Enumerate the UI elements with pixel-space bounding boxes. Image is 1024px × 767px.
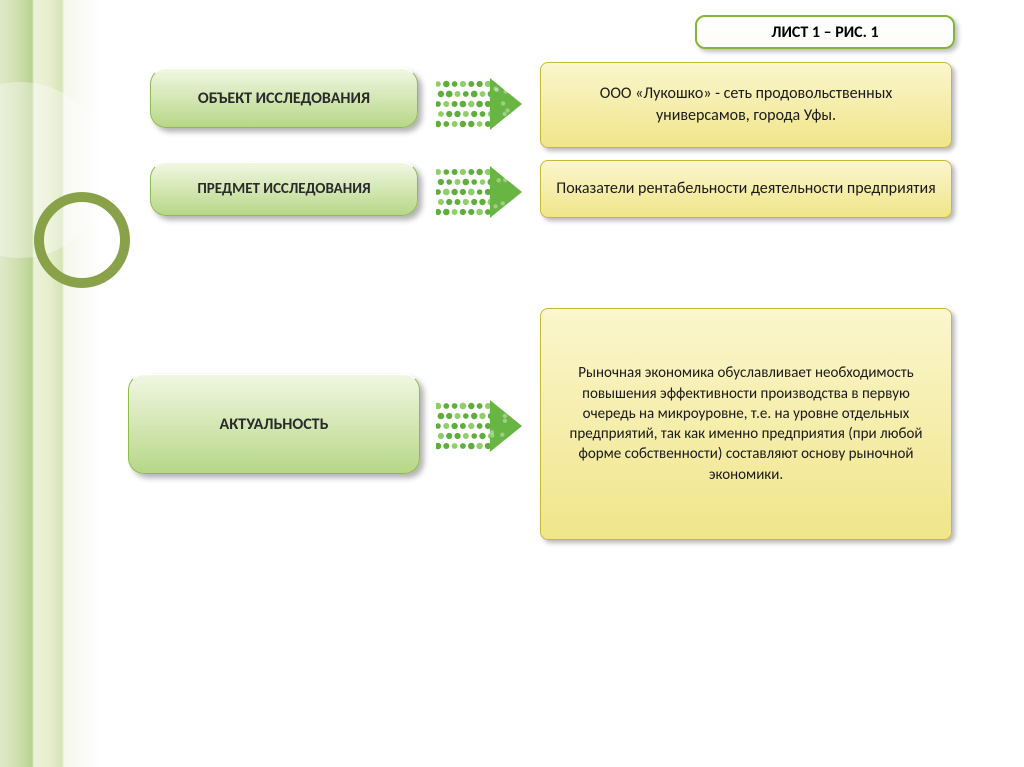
content-box-text-1: Показатели рентабельности деятельности п…: [556, 178, 935, 200]
label-box-text-1: ПРЕДМЕТ ИССЛЕДОВАНИЯ: [197, 180, 370, 198]
arrow-icon-2: [436, 400, 522, 452]
arrow-icon-0: [436, 78, 522, 130]
header-badge: ЛИСТ 1 – РИС. 1: [695, 15, 955, 49]
arrow-icon-1: [436, 166, 522, 218]
content-box-0: ООО «Лукошко» - сеть продовольственных у…: [540, 62, 952, 148]
content-box-text-0: ООО «Лукошко» - сеть продовольственных у…: [555, 83, 937, 126]
label-box-0: ОБЪЕКТ ИССЛЕДОВАНИЯ: [150, 68, 418, 128]
label-box-1: ПРЕДМЕТ ИССЛЕДОВАНИЯ: [150, 162, 418, 216]
header-label: ЛИСТ 1 – РИС. 1: [771, 23, 878, 42]
label-box-text-2: АКТУАЛЬНОСТЬ: [220, 415, 329, 434]
label-box-text-0: ОБЪЕКТ ИССЛЕДОВАНИЯ: [198, 89, 370, 108]
label-box-2: АКТУАЛЬНОСТЬ: [128, 374, 420, 474]
content-box-2: Рыночная экономика обуславливает необход…: [540, 308, 952, 540]
content-box-1: Показатели рентабельности деятельности п…: [540, 160, 952, 218]
decoration-ring-small: [34, 192, 130, 288]
content-box-text-2: Рыночная экономика обуславливает необход…: [555, 363, 937, 485]
